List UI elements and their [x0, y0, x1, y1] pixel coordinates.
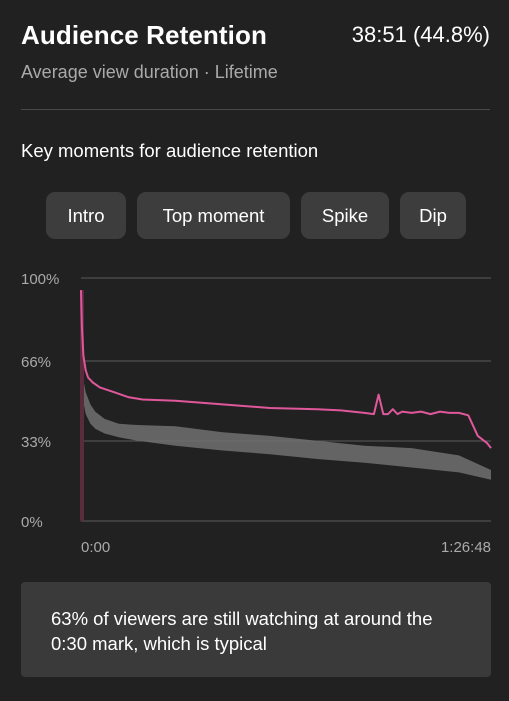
key-moments-heading: Key moments for audience retention — [21, 140, 319, 161]
chip-spike[interactable]: Spike — [301, 192, 389, 239]
chip-intro[interactable]: Intro — [46, 192, 126, 239]
retention-line — [80, 290, 492, 449]
divider — [21, 109, 490, 110]
typical-retention-range-band — [81, 367, 491, 480]
chip-top-moment[interactable]: Top moment — [137, 192, 290, 239]
card-title: Audience Retention — [21, 20, 267, 50]
retention-insight-text: 63% of viewers are still watching at aro… — [51, 608, 433, 654]
retention-insight-callout: 63% of viewers are still watching at aro… — [21, 582, 491, 677]
retention-chart: 100% 66% 33% 0% 0:00 1:26:48 — [21, 271, 492, 556]
y-tick-100: 100% — [21, 271, 59, 288]
chip-dip[interactable]: Dip — [400, 192, 466, 239]
x-tick-end: 1:26:48 — [441, 539, 491, 556]
y-tick-66: 66% — [21, 354, 51, 371]
y-tick-33: 33% — [21, 434, 51, 451]
average-view-duration-value: 38:51 (44.8%) — [351, 22, 490, 47]
key-moments-chip-group: Intro Top moment Spike Dip — [46, 192, 466, 239]
x-tick-start: 0:00 — [81, 539, 110, 556]
intro-moment-marker — [80, 290, 84, 521]
card-subtitle: Average view duration · Lifetime — [21, 62, 278, 82]
y-tick-0: 0% — [21, 514, 43, 531]
